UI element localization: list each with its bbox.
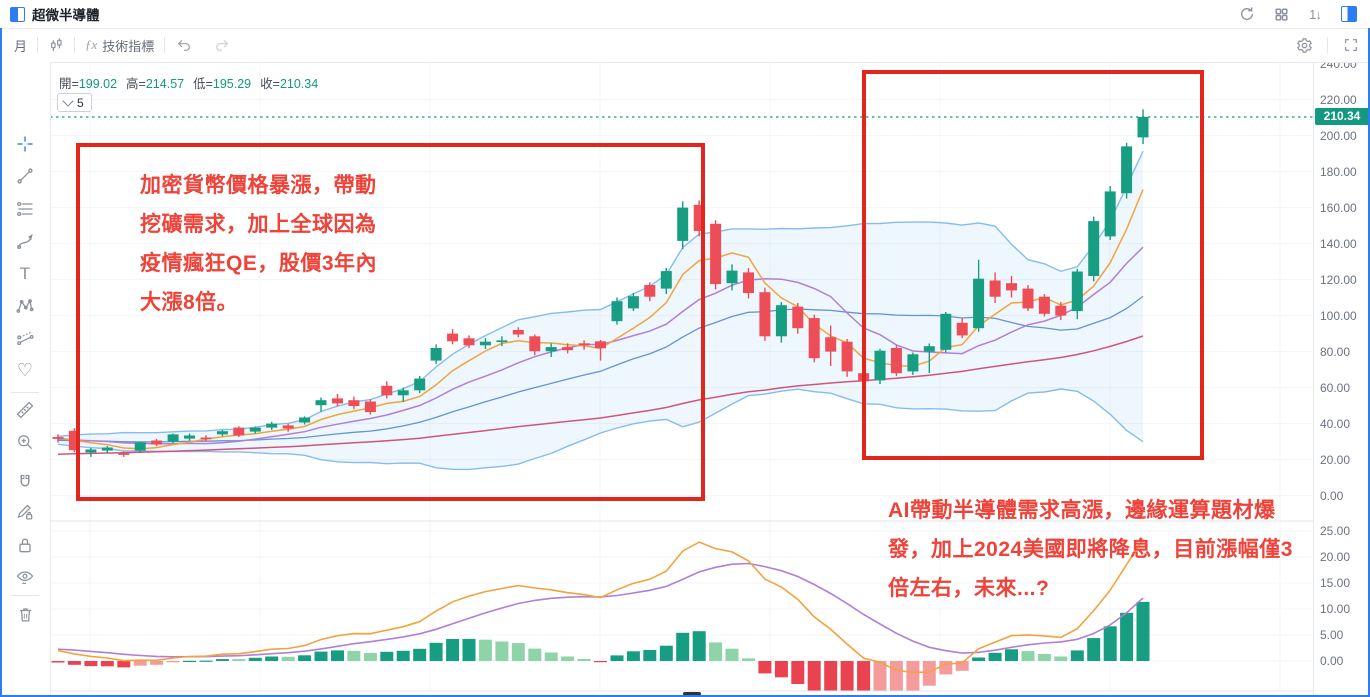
price-axis-label: 120.00 (1320, 273, 1357, 287)
indicator-axis-label: 15.00 (1320, 576, 1351, 590)
price-axis-label: 140.00 (1320, 237, 1357, 251)
magnet-tool[interactable] (12, 469, 38, 495)
chart-type-button[interactable] (38, 28, 74, 62)
indicator-axis-label: 5.00 (1320, 628, 1344, 642)
grid-layout-icon[interactable] (1272, 5, 1290, 23)
price-axis-label: 0.00 (1320, 489, 1344, 503)
high-value: 214.57 (145, 77, 185, 91)
visibility-tool[interactable] (12, 564, 38, 590)
brush-tool[interactable] (12, 229, 38, 255)
ruler-tool[interactable] (12, 397, 38, 423)
scrollbar-thumb[interactable] (683, 692, 701, 696)
pattern-tool[interactable] (12, 293, 38, 319)
app-logo-icon (10, 6, 25, 22)
window-border (0, 28, 2, 697)
price-axis-label: 80.00 (1320, 345, 1351, 359)
trendline-tool[interactable] (12, 163, 38, 189)
indicator-axis-label: 10.00 (1320, 602, 1351, 616)
projection-tool[interactable] (12, 326, 38, 352)
indicator-axis-label: 25.00 (1320, 524, 1351, 538)
drawing-sidebar: T ♡ (0, 62, 51, 697)
sort-icon[interactable]: 1↓ (1309, 6, 1322, 22)
ohlc-legend: 開=199.02 高=214.57 低=195.29 收=210.34 (59, 73, 327, 92)
price-axis-label: 220.00 (1320, 93, 1357, 107)
text-tool[interactable]: T (19, 264, 31, 283)
indicators-button[interactable]: ƒx 技術指標 (85, 37, 155, 54)
high-label: 高= (126, 77, 146, 91)
indicator-collapse-chip[interactable]: 5 (57, 93, 92, 112)
settings-button[interactable] (1295, 36, 1313, 54)
price-axis-label: 180.00 (1320, 165, 1357, 179)
timeframe-button[interactable]: 月 (14, 38, 28, 54)
refresh-icon[interactable] (1238, 5, 1256, 23)
window-title: 超微半導體 (32, 8, 100, 23)
fx-icon: ƒx (85, 37, 98, 52)
titlebar: 超微半導體 1↓ (0, 0, 1370, 29)
annotation-note-2[interactable]: AI帶動半導體需求高漲，邊緣運算題材爆 發，加上2024美國即將降息，目前漲幅僅… (888, 499, 1293, 600)
sidebar-divider (11, 392, 39, 393)
indicator-axis-label: 20.00 (1320, 550, 1351, 564)
price-axis-label: 100.00 (1320, 309, 1357, 323)
sidebar-divider (11, 595, 39, 596)
price-axis-label: 20.00 (1320, 453, 1351, 467)
delete-tool[interactable] (12, 601, 38, 627)
zoom-in-tool[interactable] (12, 429, 38, 455)
panel-toggle-icon[interactable] (1340, 5, 1358, 23)
chevron-down-icon (62, 95, 74, 107)
open-value: 199.02 (78, 77, 118, 91)
draw-lock-tool[interactable] (12, 500, 38, 526)
crosshair-tool[interactable] (12, 131, 38, 157)
chart-toolbar: 月 ƒx 技術指標 (0, 28, 1370, 63)
open-label: 開= (59, 77, 79, 91)
close-label: 收= (260, 77, 280, 91)
price-axis-label: 40.00 (1320, 417, 1351, 431)
favorites-tool[interactable]: ♡ (16, 359, 34, 380)
current-price-badge: 210.34 (1315, 108, 1369, 125)
price-axis-label: 60.00 (1320, 381, 1351, 395)
annotation-note-1[interactable]: 加密貨幣價格暴漲，帶動 挖礦需求，加上全球因為 疫情瘋狂QE，股價3年內 大漲8… (140, 174, 378, 314)
annotation-rect-1[interactable] (76, 143, 705, 501)
lock-tool[interactable] (12, 532, 38, 558)
price-axis[interactable]: 240.00 220.00 200.00 180.00 160.00 140.00 120.… (1313, 28, 1370, 697)
low-label: 低= (193, 77, 213, 91)
close-value: 210.34 (279, 77, 319, 91)
price-axis-label: 200.00 (1320, 129, 1357, 143)
window-border (1368, 28, 1370, 697)
undo-button[interactable] (165, 28, 203, 62)
redo-button[interactable] (203, 28, 241, 62)
price-axis-label: 160.00 (1320, 201, 1357, 215)
low-value: 195.29 (212, 77, 252, 91)
fib-lines-tool[interactable] (12, 196, 38, 222)
fullscreen-button[interactable] (1342, 36, 1360, 54)
window-border (0, 695, 1370, 697)
indicator-axis-label: 0.00 (1320, 654, 1344, 668)
annotation-rect-2[interactable] (862, 70, 1204, 460)
candlestick-icon (48, 36, 64, 54)
